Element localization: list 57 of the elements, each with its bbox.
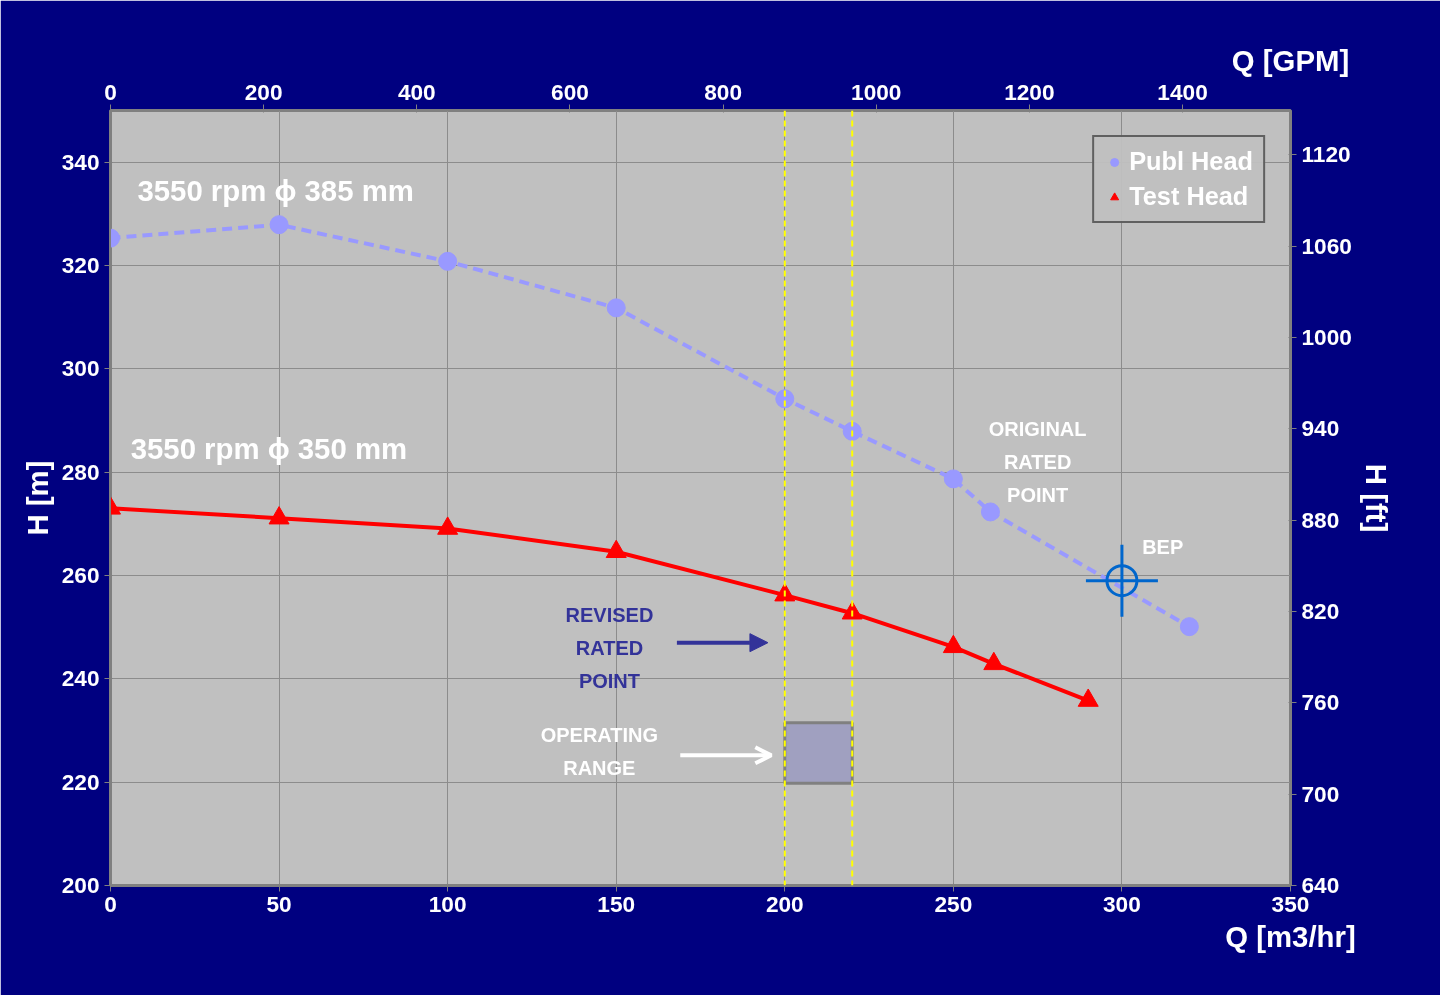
x-tick-label: 200 <box>765 890 804 917</box>
y-tick-label: 260 <box>61 562 100 588</box>
annotation: 3550 rpm ϕ 385 mm <box>137 174 414 208</box>
y-tick-label: 220 <box>61 768 100 795</box>
y2-tick-label: 820 <box>1301 597 1340 624</box>
point <box>268 506 290 525</box>
point <box>980 502 1000 522</box>
x2-tick-label: 1200 <box>1004 78 1055 105</box>
y-tick-label: 200 <box>61 872 100 898</box>
point <box>943 469 963 489</box>
annotation: BEP <box>1142 536 1184 559</box>
point <box>438 251 458 271</box>
x-tick-label: 250 <box>934 890 973 917</box>
x2-tick-label: 0 <box>104 78 117 105</box>
legend-label: Test Head <box>1129 182 1249 211</box>
legend-label: Publ Head <box>1129 147 1253 176</box>
y-tick-label: 300 <box>61 355 100 382</box>
point <box>842 421 862 441</box>
x-tick-label: 100 <box>428 890 467 917</box>
x-tick-label: 300 <box>1103 890 1141 917</box>
y-tick-label: 240 <box>61 665 100 692</box>
annotation: ORIGINAL RATED POINT <box>988 417 1087 506</box>
annotation: 3550 rpm ϕ 350 mm <box>130 432 408 466</box>
x2-tick-label: 1400 <box>1157 78 1208 105</box>
point <box>1077 688 1099 707</box>
x-tick-label: 0 <box>104 890 117 917</box>
annotation: OPERATING RANGE <box>540 723 659 779</box>
y-tick-label: 320 <box>61 252 100 278</box>
y2-tick-label: 940 <box>1301 415 1340 442</box>
y2-tick-label: 1060 <box>1301 232 1352 259</box>
y-tick-label: 280 <box>61 458 100 485</box>
x-tick-label: 50 <box>266 890 292 917</box>
point <box>437 516 459 535</box>
point <box>942 634 964 654</box>
y-axis-title: H [m] <box>20 460 54 536</box>
x2-tick-label: 600 <box>551 78 589 105</box>
x2-tick-label: 1000 <box>851 78 902 105</box>
point <box>775 389 795 409</box>
y2-tick-label: 700 <box>1301 780 1340 807</box>
y2-tick-label: 1000 <box>1301 323 1352 350</box>
x-tick-label: 150 <box>597 890 636 917</box>
x-axis-title: Q [m3/hr] <box>1225 919 1356 953</box>
point <box>606 298 626 318</box>
y-tick-label: 340 <box>61 148 100 175</box>
x2-tick-label: 200 <box>244 78 283 105</box>
annotation: REVISED RATED POINT <box>565 603 654 692</box>
y2-tick-label: 760 <box>1301 689 1340 716</box>
point <box>774 583 796 602</box>
x2-tick-label: 800 <box>704 78 742 105</box>
x2-axis-title: Q [GPM] <box>1231 43 1350 77</box>
y2-axis-title: H [ft] <box>1359 463 1393 533</box>
point <box>269 215 289 235</box>
point <box>983 651 1005 671</box>
point <box>605 539 627 559</box>
y2-tick-label: 1120 <box>1301 141 1351 168</box>
x2-tick-label: 400 <box>397 78 436 105</box>
y2-tick-label: 880 <box>1301 506 1340 533</box>
